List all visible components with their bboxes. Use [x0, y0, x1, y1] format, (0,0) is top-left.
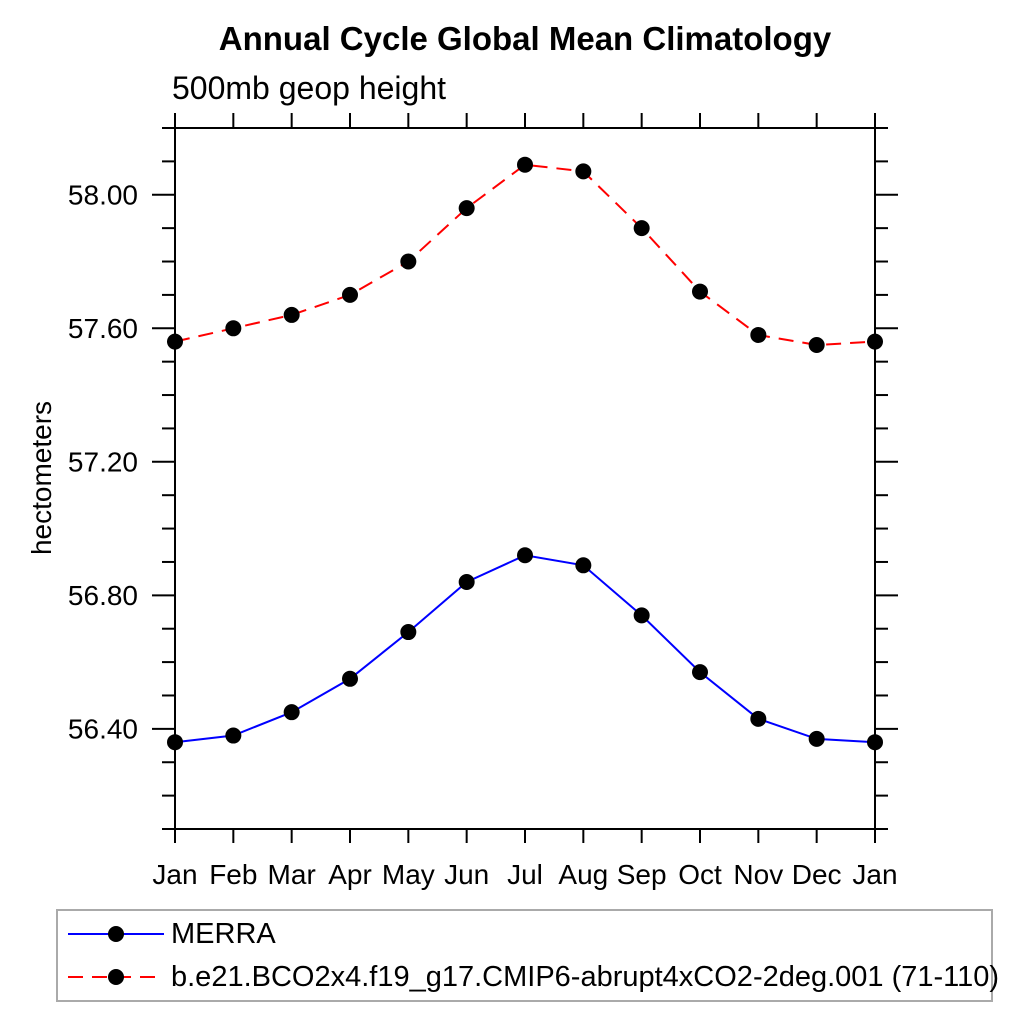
data-point-marker: [517, 547, 533, 564]
chart-subtitle: 500mb geop height: [172, 70, 446, 106]
merra-line-sample: [68, 926, 164, 942]
legend-label-model: b.e21.BCO2x4.f19_g17.CMIP6-abrupt4xCO2-2…: [171, 960, 1000, 993]
legend-marker-dot: [108, 926, 124, 942]
data-point-marker: [808, 336, 825, 353]
data-point-marker: [167, 734, 183, 751]
data-point-marker: [750, 710, 767, 727]
data-point-marker: [225, 320, 242, 337]
y-tick-label: 56.80: [68, 580, 138, 611]
data-series: [167, 156, 883, 751]
y-tick-labels: 56.40 56.80 57.20 57.60 58.00: [68, 180, 138, 745]
x-tick-label: Apr: [328, 859, 372, 890]
legend-marker-dot: [108, 969, 124, 985]
data-point-marker: [283, 704, 300, 721]
data-point-marker: [575, 163, 592, 180]
y-tick-label: 57.60: [68, 313, 138, 344]
x-tick-label: Jun: [444, 859, 489, 890]
x-tick-label: Jan: [152, 859, 197, 890]
data-point-marker: [517, 156, 533, 173]
x-tick-label: Jan: [852, 859, 897, 890]
data-point-marker: [750, 326, 767, 343]
data-point-marker: [692, 283, 708, 300]
x-tick-label: Dec: [792, 859, 842, 890]
x-tick-label: Aug: [558, 859, 608, 890]
data-point-marker: [400, 624, 417, 641]
model-line: [174, 163, 876, 347]
x-tick-label: Sep: [617, 859, 667, 890]
x-tick-label: May: [382, 859, 435, 890]
plot-frame: [174, 127, 876, 830]
legend-item-merra: MERRA: [62, 913, 276, 955]
x-tick-label: Feb: [209, 859, 257, 890]
axis-ticks: [152, 113, 898, 843]
data-point-marker: [400, 253, 417, 270]
month-labels: Jan Feb Mar Apr May Jun Jul Aug Sep Oct Nov Dec Jan: [152, 859, 897, 890]
chart-title: Annual Cycle Global Mean Climatology: [218, 20, 832, 57]
x-tick-label: Oct: [678, 859, 722, 890]
data-point-marker: [342, 286, 358, 303]
data-point-marker: [808, 730, 825, 747]
data-point-marker: [692, 664, 708, 681]
y-axis-label: hectometers: [26, 400, 57, 556]
data-point-marker: [867, 734, 883, 751]
data-point-marker: [458, 200, 475, 217]
x-tick-label: Mar: [268, 859, 316, 890]
merra-line: [174, 554, 876, 744]
data-point-marker: [633, 607, 650, 624]
y-tick-label: 58.00: [68, 180, 138, 211]
data-point-marker: [458, 573, 475, 590]
data-point-marker: [575, 557, 592, 574]
legend-item-model: b.e21.BCO2x4.f19_g17.CMIP6-abrupt4xCO2-2…: [62, 956, 999, 998]
data-point-marker: [225, 727, 242, 744]
y-tick-label: 56.40: [68, 714, 138, 745]
data-point-marker: [167, 333, 183, 350]
data-point-marker: [283, 306, 300, 323]
data-point-marker: [342, 670, 358, 687]
data-point-marker: [633, 220, 650, 237]
legend-box: MERRA b.e21.BCO2x4.f19_g17.CMIP6-abrupt4…: [56, 909, 999, 1002]
y-tick-label: 57.20: [68, 447, 138, 478]
legend-label-merra: MERRA: [171, 917, 276, 950]
data-point-marker: [867, 333, 883, 350]
x-tick-label: Nov: [733, 859, 783, 890]
model-line-sample: [68, 969, 164, 985]
x-tick-label: Jul: [507, 859, 543, 890]
